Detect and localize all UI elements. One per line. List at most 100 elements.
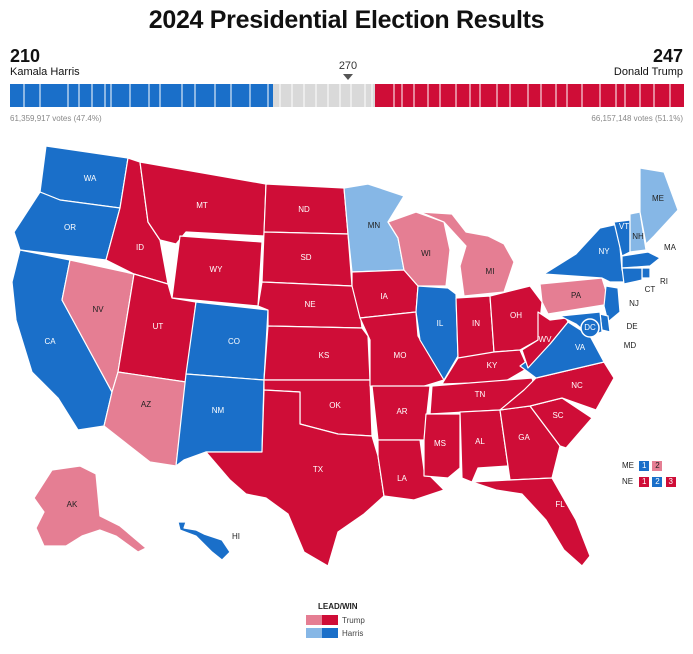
state-WV[interactable]: [521, 311, 569, 369]
label-ok: OK: [329, 401, 341, 410]
label-co: CO: [228, 337, 240, 346]
label-tn: TN: [475, 390, 486, 399]
label-ks: KS: [319, 351, 330, 360]
legend-harris-label: Harris: [342, 628, 364, 638]
trump-popular-vote: 66,157,148 votes (51.1%): [591, 114, 683, 123]
state-LA[interactable]: [377, 439, 445, 501]
label-ma: MA: [664, 243, 677, 252]
legend-harris-row: Harris: [306, 628, 363, 638]
label-ky: KY: [487, 361, 498, 370]
legend-trump-row: Trump: [306, 615, 365, 625]
state-ME[interactable]: [639, 167, 679, 245]
label-de: DE: [626, 322, 637, 331]
harris-lead-swatch: [306, 628, 322, 638]
label-mo: MO: [394, 351, 407, 360]
label-ri: RI: [660, 277, 668, 286]
label-ms: MS: [434, 439, 446, 448]
label-nv: NV: [92, 305, 104, 314]
label-il: IL: [437, 319, 444, 328]
state-CO[interactable]: [185, 301, 269, 381]
label-fl: FL: [555, 500, 565, 509]
label-ct: CT: [645, 285, 656, 294]
label-wi: WI: [421, 249, 431, 258]
label-nd: ND: [298, 205, 310, 214]
label-md: MD: [624, 341, 637, 350]
label-ne: NE: [304, 300, 315, 309]
trump-win-swatch: [322, 615, 338, 625]
page-title: 2024 Presidential Election Results: [148, 6, 545, 34]
label-pa: PA: [571, 291, 582, 300]
label-wa: WA: [84, 174, 97, 183]
maine-district-splits: ME 1 2: [622, 461, 663, 471]
maine-district-2[interactable]: 2: [652, 461, 663, 471]
harris-win-swatch: [322, 628, 338, 638]
nebraska-district-splits: NE 1 2 3: [622, 477, 676, 487]
state-NH[interactable]: [629, 211, 647, 253]
label-ga: GA: [518, 433, 530, 442]
label-tx: TX: [313, 465, 324, 474]
label-nh: NH: [632, 232, 644, 241]
harris-popular-vote: 61,359,917 votes (47.4%): [10, 114, 102, 123]
harris-electoral-votes: 210: [10, 46, 41, 66]
maine-split-label: ME: [622, 461, 634, 471]
label-hi: HI: [232, 532, 240, 541]
label-mn: MN: [368, 221, 381, 230]
state-WI[interactable]: [387, 211, 451, 287]
bar-state-dividers: [23, 84, 671, 107]
state-CT[interactable]: [621, 267, 643, 285]
state-AK[interactable]: [33, 465, 147, 553]
state-RI[interactable]: [641, 267, 651, 279]
state-KS[interactable]: [263, 325, 371, 381]
threshold-label: 270: [338, 60, 358, 72]
label-al: AL: [475, 437, 485, 446]
label-nm: NM: [212, 406, 225, 415]
label-wy: WY: [210, 265, 224, 274]
label-me: ME: [652, 194, 664, 203]
uncalled-bar-segment: [273, 84, 375, 107]
nebraska-district-3[interactable]: 3: [665, 477, 676, 487]
label-ut: UT: [153, 322, 164, 331]
state-DC[interactable]: [580, 318, 600, 338]
state-AZ[interactable]: [103, 371, 187, 467]
label-az: AZ: [141, 400, 151, 409]
legend-trump-label: Trump: [342, 615, 365, 625]
state-PA[interactable]: [539, 277, 611, 315]
label-id: ID: [136, 243, 144, 252]
trump-lead-swatch: [306, 615, 322, 625]
state-FL[interactable]: [471, 477, 591, 567]
threshold-arrow-icon: [343, 74, 353, 80]
electoral-vote-bar: [10, 84, 684, 107]
nebraska-district-2[interactable]: 2: [652, 477, 663, 487]
state-HI[interactable]: [177, 521, 231, 561]
nebraska-district-1[interactable]: 1: [639, 477, 650, 487]
label-or: OR: [64, 223, 76, 232]
state-TX[interactable]: [205, 389, 385, 567]
label-vt: VT: [619, 222, 629, 231]
label-nj: NJ: [629, 299, 639, 308]
label-dc: DC: [584, 323, 596, 332]
nebraska-split-label: NE: [622, 477, 634, 487]
legend-title: LEAD/WIN: [318, 602, 358, 611]
label-mt: MT: [196, 201, 208, 210]
label-oh: OH: [510, 311, 522, 320]
label-va: VA: [575, 343, 586, 352]
maine-district-1[interactable]: 1: [639, 461, 650, 471]
label-nc: NC: [571, 381, 583, 390]
state-MI[interactable]: [419, 211, 515, 297]
state-MA[interactable]: [621, 251, 661, 269]
label-mi: MI: [486, 267, 495, 276]
label-ar: AR: [396, 407, 407, 416]
label-la: LA: [397, 474, 407, 483]
label-ca: CA: [44, 337, 56, 346]
harris-name: Kamala Harris: [10, 66, 80, 78]
harris-bar-segment: [10, 84, 274, 107]
label-sd: SD: [300, 253, 311, 262]
trump-bar-segment: [374, 84, 684, 107]
label-ny: NY: [598, 247, 610, 256]
state-IL[interactable]: [415, 285, 459, 381]
state-NJ[interactable]: [603, 285, 621, 323]
trump-electoral-votes: 247: [652, 46, 683, 66]
label-wv: WV: [539, 335, 553, 344]
state-IN[interactable]: [455, 295, 495, 363]
